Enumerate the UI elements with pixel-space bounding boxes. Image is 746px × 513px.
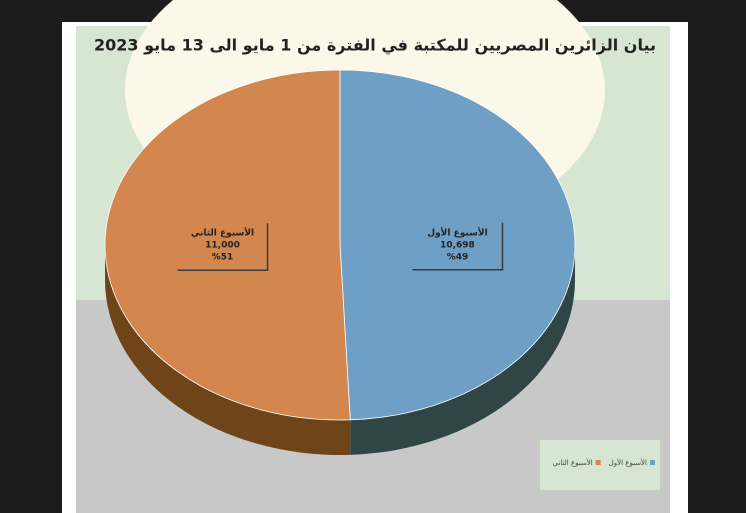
slice (339, 69, 576, 421)
label-value: 10,698 (440, 240, 475, 250)
legend: الأسبوع الأول الأسبوع الثاني (553, 458, 655, 467)
legend-swatch (595, 460, 601, 465)
chart-title: بيان الزائرين المصريين للمكتبة في الفترة… (94, 36, 656, 56)
label-value: 11,000 (205, 241, 240, 251)
label-percent: %49 (447, 252, 469, 262)
slice-side (105, 245, 351, 455)
label-box (412, 222, 504, 271)
label-name: الأسبوع الثاني (191, 227, 254, 239)
legend-swatch (650, 460, 655, 465)
slice-side (350, 245, 575, 455)
label-percent: %51 (212, 253, 234, 263)
slice (104, 69, 351, 421)
label-name: الأسبوع الأول (427, 226, 487, 238)
label-box (177, 223, 269, 271)
legend-label: الأسبوع الثاني (553, 458, 593, 467)
pie: الأسبوع الأول 10,698 %49 الأسبوع الثاني 11,0… (104, 69, 576, 455)
legend-label: الأسبوع الأول (609, 458, 647, 467)
